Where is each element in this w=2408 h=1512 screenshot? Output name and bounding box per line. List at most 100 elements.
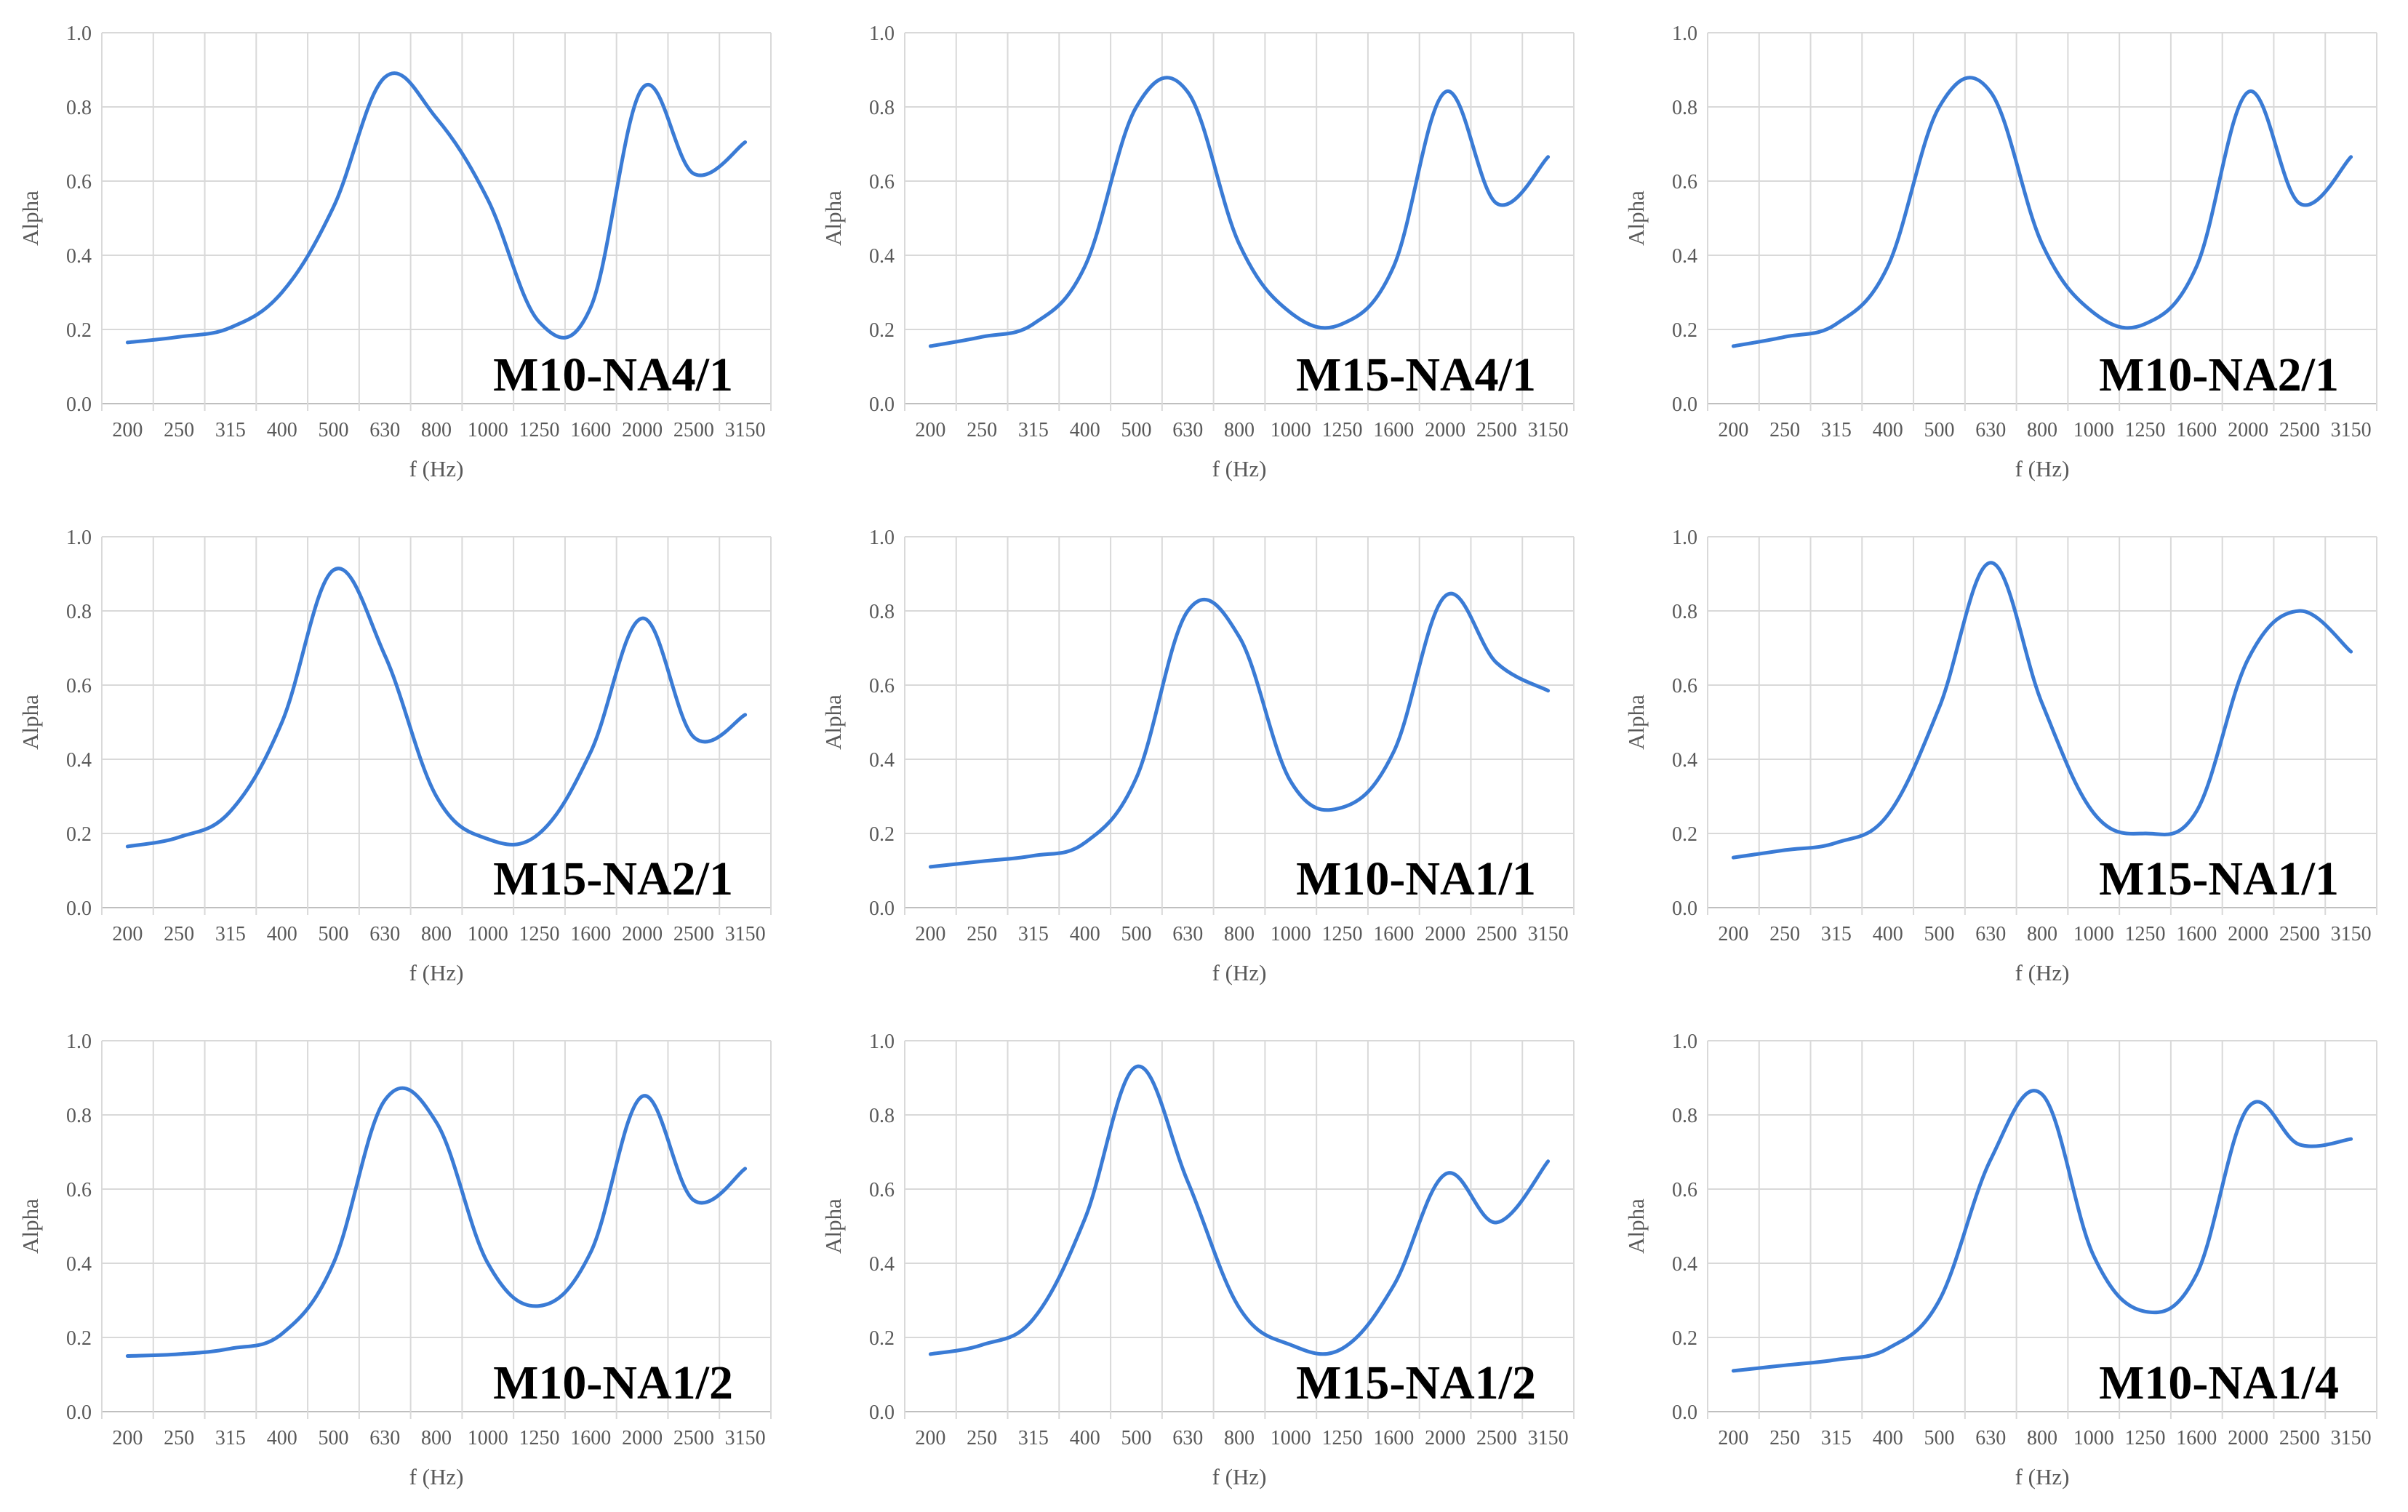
chart-panel: 0.0 0.2 0.4 0.6 0.8 1.0 200 250 315 400 500 630 800 1… — [0, 0, 802, 504]
x-tick-label: 3150 — [1528, 419, 1569, 441]
series-line — [125, 1086, 748, 1358]
y-tick-label: 0.6 — [869, 171, 895, 193]
y-axis-label: Alpha — [1623, 191, 1649, 246]
x-tick-label: 200 — [1718, 923, 1748, 945]
y-tick-label: 0.8 — [869, 97, 895, 119]
series-line — [1731, 1089, 2353, 1373]
x-tick-label: 800 — [421, 923, 452, 945]
x-tick-label: 1600 — [570, 923, 611, 945]
x-tick-label: 250 — [967, 1427, 997, 1449]
x-tick-label: 250 — [1769, 923, 1800, 945]
y-tick-label: 0.8 — [66, 1105, 92, 1127]
x-tick-label: 500 — [1121, 419, 1151, 441]
x-tick-label: 200 — [112, 419, 143, 441]
x-tick-label: 315 — [1821, 923, 1852, 945]
x-tick-label: 250 — [164, 923, 194, 945]
series-line — [928, 76, 1551, 348]
y-tick-label: 0.2 — [1672, 823, 1697, 846]
x-tick-label: 200 — [112, 1427, 143, 1449]
y-tick-label: 0.6 — [66, 171, 92, 193]
x-tick-label: 630 — [1172, 923, 1203, 945]
x-tick-label: 1250 — [519, 1427, 560, 1449]
y-tick-label: 0.0 — [869, 393, 895, 416]
x-tick-label: 2500 — [1476, 419, 1517, 441]
x-tick-label: 1250 — [1322, 1427, 1363, 1449]
x-tick-label: 1250 — [2125, 1427, 2166, 1449]
x-tick-label: 630 — [369, 923, 400, 945]
x-tick-label: 3150 — [2331, 419, 2372, 441]
x-axis-label: f (Hz) — [1212, 1464, 1267, 1489]
chart-panel: 0.0 0.2 0.4 0.6 0.8 1.0 200 250 315 400 500 630 800 1… — [803, 0, 1605, 504]
x-tick-label: 500 — [1924, 923, 1954, 945]
x-tick-label: 630 — [369, 419, 400, 441]
x-tick-label: 1250 — [2125, 419, 2166, 441]
y-tick-label: 0.0 — [1672, 1401, 1697, 1424]
x-tick-label: 1000 — [1271, 923, 1311, 945]
chart-svg: 0.0 0.2 0.4 0.6 0.8 1.0 200 250 315 400 500 630 800 1… — [17, 1031, 772, 1489]
y-tick-label: 1.0 — [1672, 1031, 1697, 1053]
y-tick-label: 0.2 — [1672, 319, 1697, 342]
y-tick-label: 0.2 — [1672, 1327, 1697, 1350]
y-axis-label: Alpha — [1623, 695, 1649, 750]
y-tick-label: 0.6 — [66, 675, 92, 697]
x-tick-label: 315 — [1821, 419, 1852, 441]
panel-title: M10-NA1/2 — [493, 1356, 733, 1409]
chart-svg: 0.0 0.2 0.4 0.6 0.8 1.0 200 250 315 400 500 630 800 1… — [17, 23, 772, 481]
x-tick-label: 2500 — [2279, 1427, 2320, 1449]
series-line — [928, 1064, 1551, 1356]
y-tick-label: 0.8 — [66, 601, 92, 623]
y-axis-label: Alpha — [17, 191, 43, 246]
x-tick-label: 400 — [267, 419, 297, 441]
y-tick-label: 0.0 — [1672, 897, 1697, 920]
chart-svg: 0.0 0.2 0.4 0.6 0.8 1.0 200 250 315 400 500 630 800 1… — [820, 527, 1575, 985]
x-tick-label: 250 — [967, 419, 997, 441]
x-tick-label: 400 — [1070, 419, 1100, 441]
x-tick-label: 630 — [1975, 419, 2006, 441]
x-tick-label: 400 — [267, 1427, 297, 1449]
x-tick-label: 630 — [1975, 923, 2006, 945]
x-tick-label: 200 — [112, 923, 143, 945]
x-tick-label: 800 — [1224, 923, 1255, 945]
x-tick-label: 400 — [1873, 419, 1903, 441]
x-tick-label: 3150 — [2331, 923, 2372, 945]
x-tick-label: 3150 — [725, 923, 766, 945]
panel-title: M15-NA2/1 — [493, 852, 733, 905]
x-tick-label: 250 — [164, 419, 194, 441]
chart-svg: 0.0 0.2 0.4 0.6 0.8 1.0 200 250 315 400 500 630 800 1… — [820, 23, 1575, 481]
x-axis-label: f (Hz) — [2015, 960, 2070, 985]
x-tick-label: 1250 — [2125, 923, 2166, 945]
x-tick-label: 1250 — [519, 923, 560, 945]
y-tick-label: 0.0 — [66, 897, 92, 920]
y-tick-label: 0.8 — [1672, 601, 1697, 623]
y-tick-label: 0.4 — [869, 1253, 895, 1276]
x-tick-label: 2000 — [622, 1427, 663, 1449]
x-tick-label: 500 — [1121, 923, 1151, 945]
x-axis-label: f (Hz) — [1212, 456, 1267, 481]
x-tick-label: 2000 — [2228, 1427, 2268, 1449]
x-tick-label: 200 — [1718, 1427, 1748, 1449]
x-tick-label: 800 — [1224, 1427, 1255, 1449]
x-tick-label: 315 — [1018, 419, 1049, 441]
x-axis-label: f (Hz) — [1212, 960, 1267, 985]
x-tick-label: 500 — [318, 419, 348, 441]
chart-panel: 0.0 0.2 0.4 0.6 0.8 1.0 200 250 315 400 500 630 800 1… — [0, 1008, 802, 1512]
chart-panel: 0.0 0.2 0.4 0.6 0.8 1.0 200 250 315 400 500 630 800 1… — [1606, 504, 2408, 1008]
series-line — [1731, 76, 2353, 348]
y-axis-label: Alpha — [820, 191, 846, 246]
x-tick-label: 2000 — [622, 923, 663, 945]
x-tick-label: 1600 — [1373, 923, 1414, 945]
y-tick-label: 0.6 — [869, 675, 895, 697]
x-axis-label: f (Hz) — [409, 1464, 464, 1489]
chart-svg: 0.0 0.2 0.4 0.6 0.8 1.0 200 250 315 400 500 630 800 1… — [1623, 527, 2377, 985]
x-tick-label: 1600 — [2176, 923, 2217, 945]
x-tick-label: 2000 — [1425, 419, 1465, 441]
x-tick-label: 400 — [267, 923, 297, 945]
y-tick-label: 0.4 — [66, 1253, 92, 1276]
y-tick-label: 1.0 — [66, 1031, 92, 1053]
y-axis-label: Alpha — [820, 695, 846, 750]
panel-title: M10-NA1/1 — [1296, 852, 1536, 905]
x-tick-label: 1000 — [2073, 1427, 2114, 1449]
x-tick-label: 630 — [1975, 1427, 2006, 1449]
y-tick-label: 0.8 — [66, 97, 92, 119]
